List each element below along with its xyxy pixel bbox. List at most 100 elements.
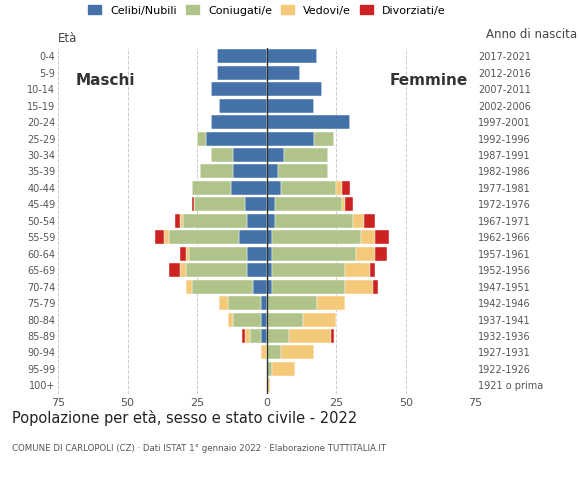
Bar [375, 247, 386, 261]
Bar [342, 181, 350, 195]
Text: Femmine: Femmine [389, 73, 467, 88]
Bar [217, 49, 267, 63]
Bar [180, 263, 186, 277]
Bar [267, 66, 300, 80]
Bar [273, 280, 345, 294]
Bar [345, 280, 372, 294]
Bar [273, 230, 361, 244]
Bar [361, 230, 375, 244]
Bar [239, 230, 267, 244]
Bar [180, 247, 186, 261]
Bar [267, 148, 284, 162]
Text: COMUNE DI CARLOPOLI (CZ) · Dati ISTAT 1° gennaio 2022 · Elaborazione TUTTITALIA.: COMUNE DI CARLOPOLI (CZ) · Dati ISTAT 1°… [12, 444, 386, 453]
Bar [342, 197, 345, 211]
Bar [336, 181, 342, 195]
Bar [186, 280, 191, 294]
Bar [211, 82, 267, 96]
Bar [278, 165, 328, 179]
Bar [261, 296, 267, 310]
Bar [217, 66, 267, 80]
Bar [233, 148, 267, 162]
Bar [247, 247, 267, 261]
Bar [275, 197, 342, 211]
Bar [267, 165, 278, 179]
Bar [233, 165, 267, 179]
Bar [197, 132, 205, 145]
Bar [314, 132, 333, 145]
Bar [189, 247, 247, 261]
Bar [267, 263, 273, 277]
Bar [370, 263, 375, 277]
Bar [372, 280, 378, 294]
Bar [303, 312, 336, 326]
Bar [267, 280, 273, 294]
Bar [228, 312, 233, 326]
Bar [183, 214, 247, 228]
Bar [219, 296, 228, 310]
Bar [331, 329, 333, 343]
Bar [317, 296, 345, 310]
Bar [281, 346, 314, 360]
Bar [289, 329, 331, 343]
Bar [273, 362, 295, 376]
Bar [180, 214, 183, 228]
Bar [211, 115, 267, 129]
Text: Popolazione per età, sesso e stato civile - 2022: Popolazione per età, sesso e stato civil… [12, 410, 357, 426]
Bar [267, 230, 273, 244]
Bar [273, 247, 356, 261]
Bar [245, 197, 267, 211]
Bar [245, 329, 250, 343]
Bar [281, 181, 336, 195]
Bar [267, 181, 281, 195]
Bar [273, 263, 345, 277]
Bar [375, 230, 389, 244]
Bar [353, 214, 364, 228]
Bar [191, 181, 231, 195]
Bar [164, 230, 169, 244]
Bar [250, 329, 261, 343]
Bar [364, 214, 375, 228]
Bar [219, 98, 267, 113]
Bar [267, 312, 303, 326]
Text: Maschi: Maschi [75, 73, 135, 88]
Bar [194, 197, 245, 211]
Bar [191, 280, 253, 294]
Bar [247, 214, 267, 228]
Bar [175, 214, 180, 228]
Bar [261, 329, 267, 343]
Bar [267, 346, 281, 360]
Bar [267, 378, 270, 392]
Bar [267, 329, 289, 343]
Bar [267, 362, 273, 376]
Bar [200, 165, 233, 179]
Bar [345, 263, 370, 277]
Bar [267, 132, 314, 145]
Bar [186, 263, 247, 277]
Bar [267, 214, 275, 228]
Bar [205, 132, 267, 145]
Bar [267, 82, 322, 96]
Text: Anno di nascita: Anno di nascita [486, 28, 577, 41]
Bar [284, 148, 328, 162]
Bar [242, 329, 245, 343]
Bar [356, 247, 375, 261]
Bar [261, 346, 267, 360]
Bar [267, 197, 275, 211]
Bar [191, 197, 194, 211]
Bar [253, 280, 267, 294]
Legend: Celibi/Nubili, Coniugati/e, Vedovi/e, Divorziati/e: Celibi/Nubili, Coniugati/e, Vedovi/e, Di… [88, 5, 445, 16]
Bar [231, 181, 267, 195]
Bar [275, 214, 353, 228]
Bar [261, 312, 267, 326]
Bar [267, 115, 350, 129]
Bar [169, 263, 180, 277]
Bar [211, 148, 233, 162]
Bar [233, 312, 261, 326]
Bar [155, 230, 164, 244]
Bar [169, 230, 239, 244]
Bar [345, 197, 353, 211]
Text: Età: Età [58, 32, 77, 45]
Bar [267, 296, 317, 310]
Bar [267, 247, 273, 261]
Bar [267, 49, 317, 63]
